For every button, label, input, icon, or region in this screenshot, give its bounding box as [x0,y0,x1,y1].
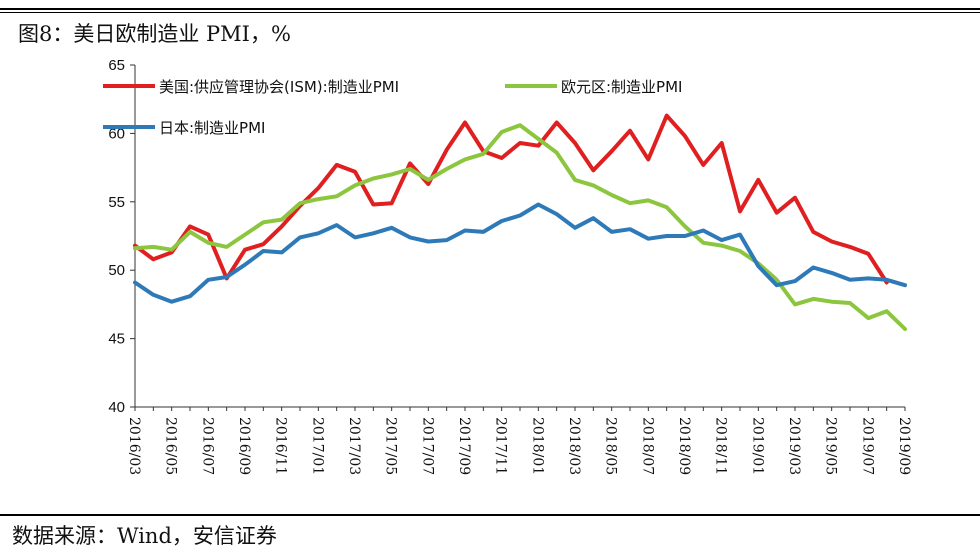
x-tick-label: 2017/11 [493,417,509,475]
x-tick-label: 2018/05 [603,417,619,475]
x-tick-label: 2017/05 [383,417,399,475]
x-tick-label: 2018/09 [676,417,692,475]
x-tick-label: 2016/11 [273,417,289,475]
top-rule-thin [0,12,980,13]
x-tick-label: 2017/07 [419,417,435,475]
x-tick-label: 2017/01 [309,417,325,475]
x-tick-label: 2016/09 [236,417,252,475]
source-note: 数据来源：Wind，安信证券 [12,524,277,548]
x-tick-label: 2019/03 [786,417,802,475]
x-tick-label: 2019/07 [859,417,875,475]
x-tick-label: 2019/09 [896,417,912,475]
top-rule [0,8,980,10]
x-tick-label: 2016/07 [199,417,215,475]
x-tick-label: 2018/03 [566,417,582,475]
y-tick-label: 65 [108,57,125,74]
bottom-rule [0,514,980,516]
x-tick-label: 2018/07 [639,417,655,475]
series-line-2 [133,202,907,304]
chart-title: 图8：美日欧制造业 PMI，% [18,22,291,46]
x-tick-label: 2016/05 [163,417,179,475]
y-tick-label: 40 [108,399,125,416]
x-tick-label: 2019/01 [749,417,765,475]
y-tick-label: 55 [108,194,125,211]
legend-label-1: 欧元区:制造业PMI [561,78,682,96]
x-tick-label: 2017/03 [346,417,362,475]
x-tick-label: 2017/09 [456,417,472,475]
legend-label-0: 美国:供应管理协会(ISM):制造业PMI [159,78,399,96]
x-tick-label: 2018/11 [713,417,729,475]
y-tick-label: 60 [108,125,125,142]
x-tick-label: 2018/01 [529,417,545,475]
y-tick-label: 50 [108,262,125,279]
legend-label-2: 日本:制造业PMI [159,119,265,137]
series-line-0 [133,113,889,285]
x-tick-label: 2019/05 [823,417,839,475]
series-line-1 [133,123,907,331]
x-tick-label: 2016/03 [126,417,142,475]
y-tick-label: 45 [108,331,125,348]
